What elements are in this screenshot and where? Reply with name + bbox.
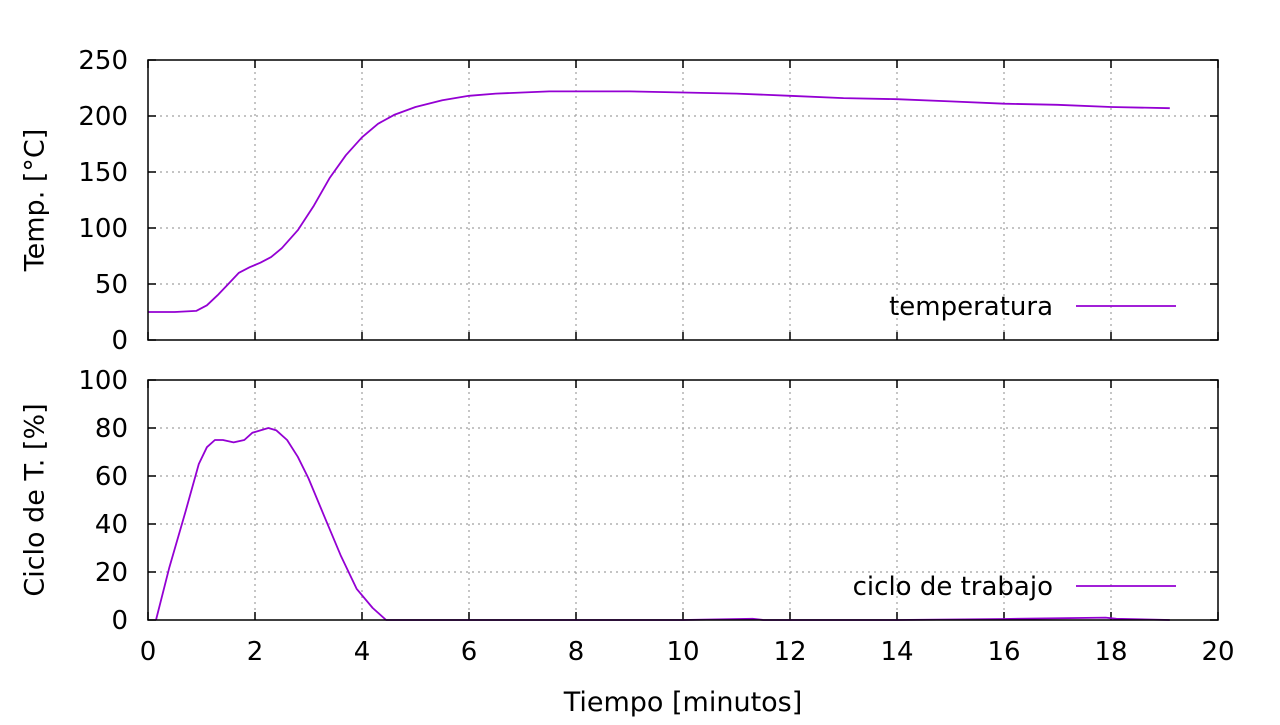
temperature-y-tick-label: 150	[78, 158, 128, 188]
duty-cycle-panel: 0 2 4 6 8 10 12 14 16 18 20 0 20 40 60 80 100 Ciclo de T…	[19, 366, 1234, 718]
x-tick-label: 2	[247, 637, 264, 667]
temperature-ticks: 0 50 100 150 200 250	[78, 46, 1219, 356]
temperature-y-tick-label: 50	[95, 270, 128, 300]
duty-cycle-y-tick-label: 80	[95, 414, 128, 444]
temperature-series	[148, 90, 1170, 313]
temperature-legend: temperatura	[889, 292, 1176, 322]
duty-cycle-grid	[148, 380, 1218, 620]
x-tick-label: 20	[1201, 637, 1234, 667]
temperature-y-tick-label: 200	[78, 102, 128, 132]
duty-cycle-y-tick-label: 60	[95, 462, 128, 492]
temperature-grid	[148, 60, 1218, 340]
duty-cycle-legend-label: ciclo de trabajo	[853, 572, 1053, 602]
duty-cycle-y-tick-label: 20	[95, 558, 128, 588]
x-tick-label: 0	[140, 637, 157, 667]
temperature-y-tick-label: 250	[78, 46, 128, 76]
x-tick-label: 4	[354, 637, 371, 667]
duty-cycle-y-axis-label: Ciclo de T. [%]	[19, 403, 50, 596]
temperature-y-tick-label: 100	[78, 214, 128, 244]
temperature-plot-frame	[147, 59, 1219, 341]
temperature-legend-label: temperatura	[889, 292, 1053, 322]
duty-cycle-y-tick-label: 100	[78, 366, 128, 396]
duty-cycle-y-tick-label: 0	[111, 606, 128, 636]
x-axis-label: Tiempo [minutos]	[563, 687, 803, 718]
duty-cycle-plot-frame	[147, 379, 1219, 621]
x-tick-label: 12	[773, 637, 806, 667]
duty-cycle-y-tick-label: 40	[95, 510, 128, 540]
temperature-series-line	[148, 90, 1170, 313]
temperature-panel: 0 50 100 150 200 250 Temp. [°C] temperatura	[19, 46, 1219, 356]
x-tick-label: 6	[461, 637, 478, 667]
duty-cycle-legend: ciclo de trabajo	[853, 572, 1176, 602]
temperature-y-axis-label: Temp. [°C]	[19, 129, 50, 273]
x-tick-label: 8	[568, 637, 585, 667]
x-tick-label: 10	[666, 637, 699, 667]
temperature-y-tick-label: 0	[111, 326, 128, 356]
duty-cycle-ticks: 0 2 4 6 8 10 12 14 16 18 20 0 20 40 60 80 100	[78, 366, 1234, 667]
x-tick-label: 18	[1094, 637, 1127, 667]
x-tick-label: 16	[987, 637, 1020, 667]
x-tick-label: 14	[880, 637, 913, 667]
